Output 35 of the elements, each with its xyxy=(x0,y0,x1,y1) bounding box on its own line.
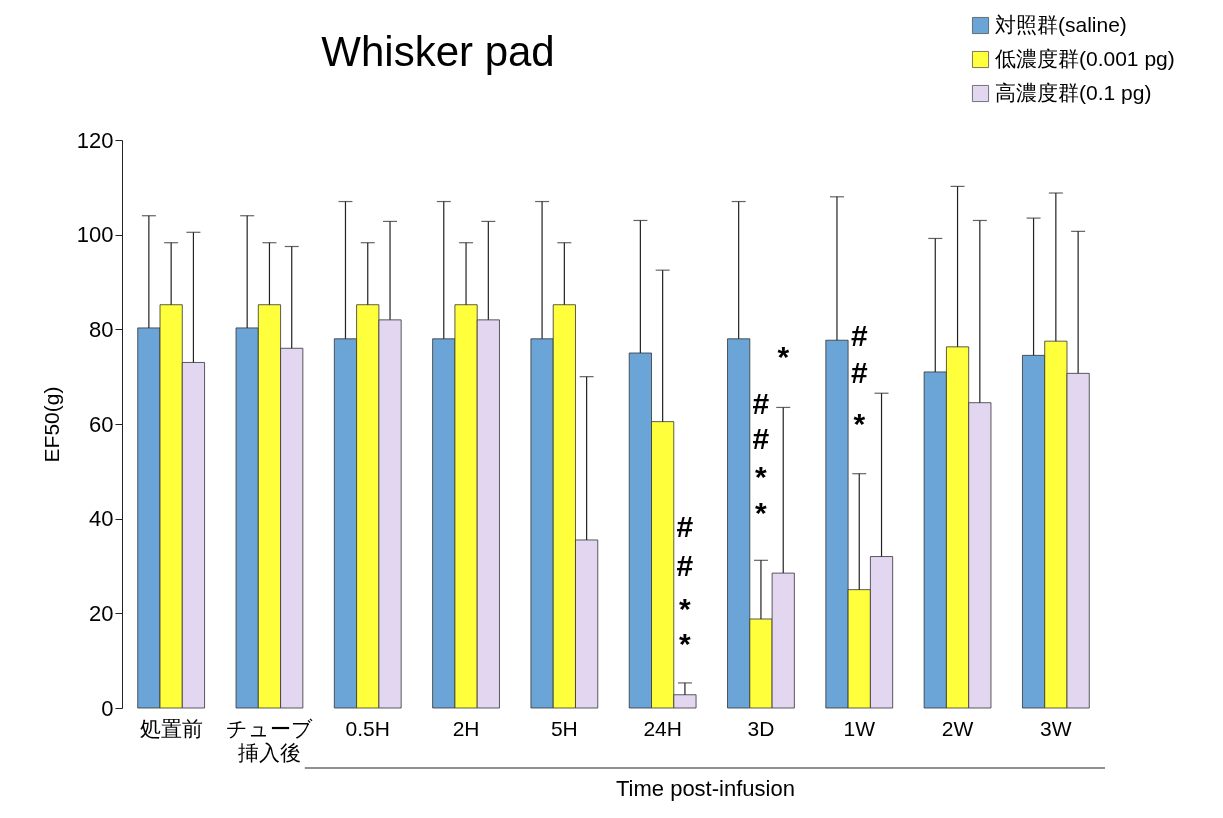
chart-title: Whisker pad xyxy=(321,28,555,75)
annotation: # xyxy=(752,421,770,455)
legend-label: 高濃度群(0.1 pg) xyxy=(995,80,1152,104)
annotation: * xyxy=(679,591,692,625)
annotation: # xyxy=(850,319,868,353)
annotation: * xyxy=(755,495,768,529)
y-tick-label: 0 xyxy=(101,695,114,721)
x-tick-label: 2H xyxy=(452,716,480,740)
x-axis-title: Time post-infusion xyxy=(615,775,795,801)
x-tick-label: 3D xyxy=(747,716,775,740)
annotation: # xyxy=(676,549,694,583)
y-tick-label: 80 xyxy=(89,316,114,342)
y-tick-label: 60 xyxy=(89,411,114,437)
y-tick-label: 40 xyxy=(89,506,114,532)
legend-label: 対照群(saline) xyxy=(995,12,1127,36)
y-axis-title: EF50(g) xyxy=(39,386,63,463)
y-tick-label: 20 xyxy=(89,600,114,626)
x-tick-label: 2W xyxy=(941,716,974,740)
x-tick-label: 0.5H xyxy=(345,716,390,740)
x-tick-label: チューブ挿入後 xyxy=(225,716,313,764)
x-tick-label: 1W xyxy=(843,716,876,740)
annotation: * xyxy=(679,626,692,660)
x-tick-label: 3W xyxy=(1040,716,1072,740)
annotation: # xyxy=(676,509,694,543)
x-tick-label: 24H xyxy=(643,716,682,740)
annotation: * xyxy=(755,459,768,493)
y-tick-label: 100 xyxy=(76,222,114,248)
annotation: # xyxy=(850,356,868,390)
annotation: * xyxy=(853,407,866,441)
y-tick-label: 120 xyxy=(76,127,114,153)
x-tick-label: 処置前 xyxy=(139,716,203,740)
annotation: * xyxy=(777,339,790,373)
legend-label: 低濃度群(0.001 pg) xyxy=(995,46,1175,70)
x-tick-label: 5H xyxy=(550,716,578,740)
annotation: # xyxy=(752,387,770,421)
